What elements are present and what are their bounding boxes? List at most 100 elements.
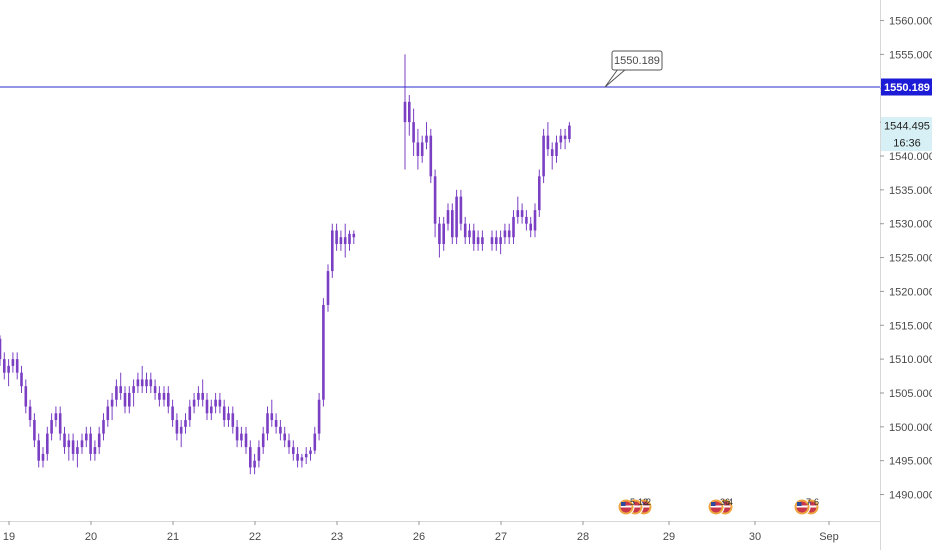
economic-events[interactable]: 5 122 364 7 6 bbox=[617, 497, 820, 516]
x-tick-label: 22 bbox=[249, 531, 261, 543]
candle-body bbox=[503, 230, 507, 238]
hline-label-bg bbox=[881, 78, 932, 96]
candle-body bbox=[495, 237, 498, 245]
candle-body bbox=[46, 433, 49, 454]
hline-price-label: 1550.189 bbox=[884, 82, 930, 94]
candle-body bbox=[343, 237, 347, 245]
candle-body bbox=[339, 237, 343, 245]
candle-body bbox=[192, 399, 196, 407]
candle-body bbox=[71, 440, 75, 454]
candle-body bbox=[179, 426, 183, 434]
candle-body bbox=[222, 406, 226, 421]
candle-body bbox=[171, 406, 174, 421]
candle-body bbox=[555, 142, 558, 156]
candle-body bbox=[416, 142, 420, 156]
candle-body bbox=[11, 359, 15, 366]
event-count-label: 4 bbox=[728, 497, 733, 507]
candle-body bbox=[335, 230, 338, 245]
candle-body bbox=[85, 433, 88, 441]
candle-body bbox=[145, 379, 148, 387]
candle-body bbox=[58, 413, 62, 434]
flag-stripe bbox=[796, 505, 808, 508]
candle-body bbox=[205, 399, 209, 414]
y-tick-label: 1530.000 bbox=[889, 219, 932, 231]
event-count-label: 36 bbox=[720, 497, 730, 507]
candle-body bbox=[550, 149, 554, 156]
candle-body bbox=[520, 210, 524, 217]
hline-axis-label[interactable]: 1550.189 bbox=[881, 78, 932, 96]
event-count-label: 6 bbox=[814, 497, 819, 507]
x-tick-label: 20 bbox=[85, 531, 97, 543]
callout-box bbox=[611, 50, 663, 71]
candle-body bbox=[123, 392, 127, 407]
candles-group bbox=[0, 54, 571, 475]
candle-body bbox=[214, 399, 217, 407]
callout-label: 1550.189 bbox=[614, 55, 660, 67]
candle-body bbox=[184, 420, 187, 427]
candle-body bbox=[463, 223, 467, 238]
candle-body bbox=[253, 460, 256, 468]
x-tick-label: 27 bbox=[495, 531, 507, 543]
candle-body bbox=[559, 135, 563, 143]
price-callout[interactable]: 1550.189 bbox=[604, 50, 663, 88]
event-count-label: 7 bbox=[806, 497, 811, 507]
candle-body bbox=[481, 237, 484, 245]
flag-stripe bbox=[638, 505, 650, 508]
candle-body bbox=[102, 420, 105, 434]
candle-body bbox=[451, 210, 454, 238]
x-tick-label: 21 bbox=[167, 531, 179, 543]
candle-body bbox=[210, 406, 213, 414]
flag-stripe bbox=[805, 505, 817, 508]
candle-body bbox=[412, 122, 415, 143]
candle-body bbox=[468, 230, 471, 238]
candle-body bbox=[283, 433, 286, 441]
candle-body bbox=[235, 426, 239, 441]
candle-body bbox=[257, 447, 261, 461]
candle-body bbox=[331, 230, 334, 272]
event-count-label: 5 bbox=[630, 497, 635, 507]
y-tick-label: 1510.000 bbox=[889, 354, 932, 366]
candle-body bbox=[300, 457, 304, 461]
candle-body bbox=[140, 379, 144, 387]
candle-body bbox=[326, 271, 330, 305]
candle-body bbox=[322, 304, 325, 400]
candle-body bbox=[0, 338, 2, 360]
candle-body bbox=[455, 196, 458, 238]
candle-body bbox=[472, 230, 476, 245]
bar-countdown: 16:36 bbox=[893, 138, 921, 150]
candle-body bbox=[525, 216, 528, 224]
flag-canton bbox=[797, 502, 802, 506]
candle-body bbox=[115, 386, 118, 400]
candle-body bbox=[119, 386, 122, 393]
x-tick-label: 29 bbox=[663, 531, 675, 543]
candle-body bbox=[153, 386, 157, 393]
candle-body bbox=[279, 426, 282, 434]
candle-body bbox=[516, 210, 520, 217]
candle-body bbox=[15, 359, 19, 373]
candle-body bbox=[197, 392, 200, 400]
event-flag-icon[interactable]: 5 122 bbox=[617, 497, 653, 516]
candle-body bbox=[512, 216, 515, 238]
x-axis[interactable]: 19 20 21 22 23 26 27 28 29 30 Sep bbox=[3, 521, 839, 543]
candle-body bbox=[425, 135, 428, 143]
candle-body bbox=[33, 420, 36, 441]
candle-body bbox=[28, 406, 32, 421]
y-tick-label: 1535.000 bbox=[889, 185, 932, 197]
candle-body bbox=[249, 447, 252, 468]
candle-body bbox=[420, 142, 424, 156]
candle-body bbox=[106, 406, 110, 421]
candle-body bbox=[309, 450, 312, 454]
event-flag-icon[interactable]: 364 bbox=[707, 497, 734, 516]
last-price-axis-label[interactable]: 1544.495 16:36 bbox=[881, 117, 932, 152]
y-tick-label: 1560.000 bbox=[889, 16, 932, 28]
candle-body bbox=[442, 223, 445, 245]
candle-body bbox=[446, 210, 450, 224]
candle-body bbox=[167, 392, 170, 407]
candle-body bbox=[37, 440, 40, 461]
candle-body bbox=[20, 372, 23, 387]
y-tick-label: 1495.000 bbox=[889, 456, 932, 468]
candle-body bbox=[110, 399, 114, 407]
